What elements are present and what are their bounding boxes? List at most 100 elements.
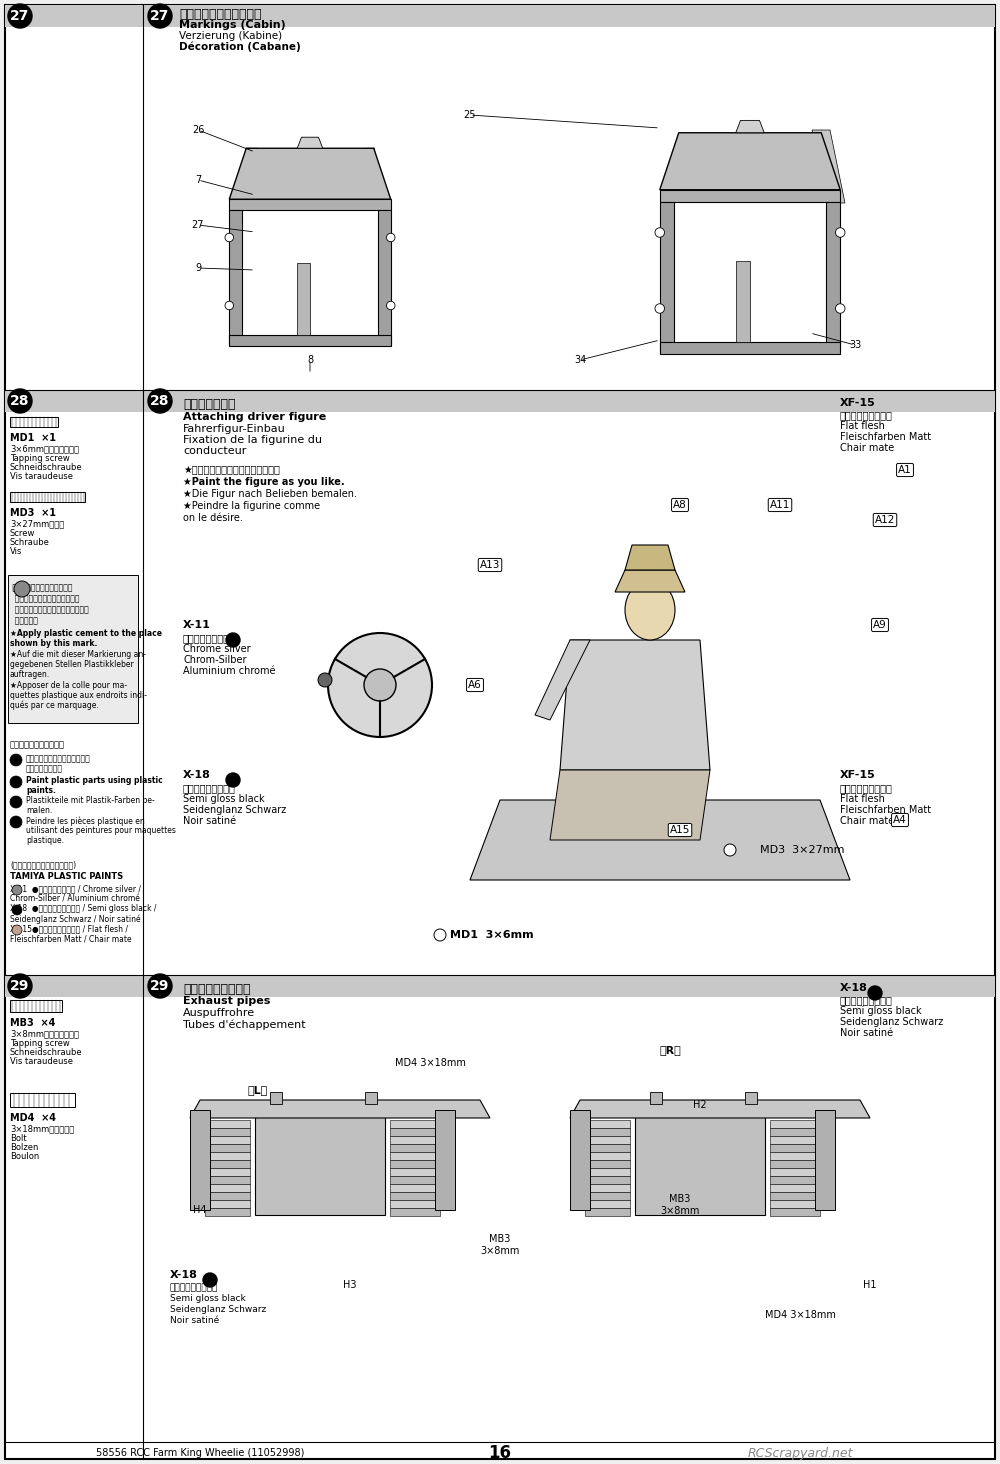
- Ellipse shape: [625, 580, 675, 640]
- Polygon shape: [205, 1143, 250, 1152]
- Polygon shape: [770, 1143, 820, 1152]
- Polygon shape: [229, 148, 391, 199]
- Text: MB3
3×8mm: MB3 3×8mm: [480, 1234, 520, 1256]
- Text: マーキング（キャビン）: マーキング（キャビン）: [179, 7, 262, 20]
- Text: A6: A6: [468, 679, 482, 690]
- Polygon shape: [585, 1192, 630, 1200]
- Polygon shape: [205, 1184, 250, 1192]
- Text: 3×8mmタッピングビス: 3×8mmタッピングビス: [10, 1029, 79, 1038]
- Polygon shape: [390, 1152, 440, 1159]
- Text: Seidenglanz Schwarz / Noir satiné: Seidenglanz Schwarz / Noir satiné: [10, 914, 141, 924]
- Text: ★Apposer de la colle pour ma-: ★Apposer de la colle pour ma-: [10, 681, 127, 690]
- Polygon shape: [560, 640, 710, 770]
- Text: ★Peindre la figurine comme: ★Peindre la figurine comme: [183, 501, 320, 511]
- Polygon shape: [770, 1152, 820, 1159]
- Text: MD3  3×27mm: MD3 3×27mm: [760, 845, 844, 855]
- Polygon shape: [390, 1176, 440, 1184]
- Circle shape: [225, 233, 234, 242]
- Polygon shape: [736, 120, 764, 133]
- Bar: [143, 4, 995, 26]
- Text: A4: A4: [893, 815, 907, 826]
- Text: Semi gloss black: Semi gloss black: [170, 1294, 246, 1303]
- Polygon shape: [205, 1200, 250, 1208]
- Text: セミグロスブラック: セミグロスブラック: [840, 996, 893, 1004]
- Polygon shape: [390, 1208, 440, 1217]
- Text: MD1  3×6mm: MD1 3×6mm: [450, 930, 534, 940]
- Text: (プラスチック用タミヤカラー): (プラスチック用タミヤカラー): [10, 859, 76, 870]
- Text: Semi gloss black: Semi gloss black: [840, 1006, 922, 1016]
- Polygon shape: [585, 1152, 630, 1159]
- Circle shape: [226, 773, 240, 788]
- Text: Flat flesh: Flat flesh: [840, 793, 885, 804]
- Bar: [745, 1092, 757, 1104]
- Bar: [635, 1116, 765, 1215]
- Text: Fahrerfigur-Einbau: Fahrerfigur-Einbau: [183, 425, 286, 433]
- Text: Bolt: Bolt: [10, 1135, 27, 1143]
- Text: 58556 RCC Farm King Wheelie (11052998): 58556 RCC Farm King Wheelie (11052998): [96, 1448, 304, 1458]
- Text: セミグロスブラック: セミグロスブラック: [170, 1282, 218, 1293]
- Bar: [10, 1094, 75, 1107]
- Polygon shape: [770, 1168, 820, 1176]
- Circle shape: [148, 974, 172, 998]
- Polygon shape: [660, 133, 840, 190]
- Polygon shape: [390, 1136, 440, 1143]
- Circle shape: [10, 796, 22, 808]
- Text: XF-15: XF-15: [840, 770, 876, 780]
- Text: Attaching driver figure: Attaching driver figure: [183, 411, 326, 422]
- Polygon shape: [390, 1168, 440, 1176]
- Polygon shape: [770, 1192, 820, 1200]
- Text: X-18: X-18: [183, 770, 211, 780]
- Polygon shape: [736, 261, 750, 341]
- Polygon shape: [585, 1184, 630, 1192]
- Text: 27: 27: [192, 220, 204, 230]
- Text: 《R》: 《R》: [660, 1045, 682, 1056]
- Text: A12: A12: [875, 515, 895, 526]
- Polygon shape: [229, 335, 391, 347]
- Polygon shape: [390, 1143, 440, 1152]
- Polygon shape: [229, 199, 391, 211]
- Circle shape: [203, 1274, 217, 1287]
- Polygon shape: [205, 1168, 250, 1176]
- Text: 《L》: 《L》: [248, 1085, 268, 1095]
- Circle shape: [328, 632, 432, 736]
- Text: ★Auf die mit dieser Markierung an-: ★Auf die mit dieser Markierung an-: [10, 650, 146, 659]
- Text: Exhaust pipes: Exhaust pipes: [183, 996, 270, 1006]
- Text: MB3
3×8mm: MB3 3×8mm: [660, 1195, 700, 1215]
- Text: 3×6mmタッピングビス: 3×6mmタッピングビス: [10, 444, 79, 452]
- Polygon shape: [190, 1110, 210, 1211]
- Polygon shape: [550, 770, 710, 840]
- Text: A9: A9: [873, 619, 887, 630]
- Bar: [365, 1092, 377, 1104]
- Polygon shape: [205, 1127, 250, 1136]
- Text: Chrom-Silber / Aluminium chromé: Chrom-Silber / Aluminium chromé: [10, 895, 140, 903]
- Circle shape: [836, 303, 845, 313]
- Text: Peindre les pièces plastique en: Peindre les pièces plastique en: [26, 815, 145, 826]
- Text: on le désire.: on le désire.: [183, 512, 243, 523]
- Polygon shape: [809, 133, 821, 318]
- Bar: [8, 575, 138, 723]
- Polygon shape: [625, 545, 675, 569]
- Circle shape: [148, 389, 172, 413]
- Circle shape: [724, 845, 736, 856]
- Text: ★Apply plastic cement to the place: ★Apply plastic cement to the place: [10, 630, 162, 638]
- Text: gegebenen Stellen Plastikkleber: gegebenen Stellen Plastikkleber: [10, 660, 134, 669]
- Polygon shape: [585, 1127, 630, 1136]
- Polygon shape: [390, 1200, 440, 1208]
- Text: shown by this mark.: shown by this mark.: [10, 638, 97, 649]
- Text: X-18: X-18: [170, 1269, 198, 1280]
- Text: H2: H2: [693, 1099, 707, 1110]
- Text: Flat flesh: Flat flesh: [840, 422, 885, 430]
- Text: セミグロスブラック: セミグロスブラック: [183, 783, 236, 793]
- Text: 27: 27: [10, 9, 30, 23]
- Text: 塗装にはプラスチック用塗料を: 塗装にはプラスチック用塗料を: [26, 754, 91, 763]
- Text: Schneidschraube: Schneidschraube: [10, 463, 83, 471]
- Text: Boulon: Boulon: [10, 1152, 39, 1161]
- Text: quettes plastique aux endroits indi-: quettes plastique aux endroits indi-: [10, 691, 147, 700]
- Polygon shape: [770, 1200, 820, 1208]
- Polygon shape: [390, 1192, 440, 1200]
- Polygon shape: [770, 1184, 820, 1192]
- Circle shape: [14, 581, 30, 597]
- Text: plastique.: plastique.: [26, 836, 64, 845]
- Polygon shape: [229, 148, 257, 211]
- Text: A8: A8: [673, 501, 687, 509]
